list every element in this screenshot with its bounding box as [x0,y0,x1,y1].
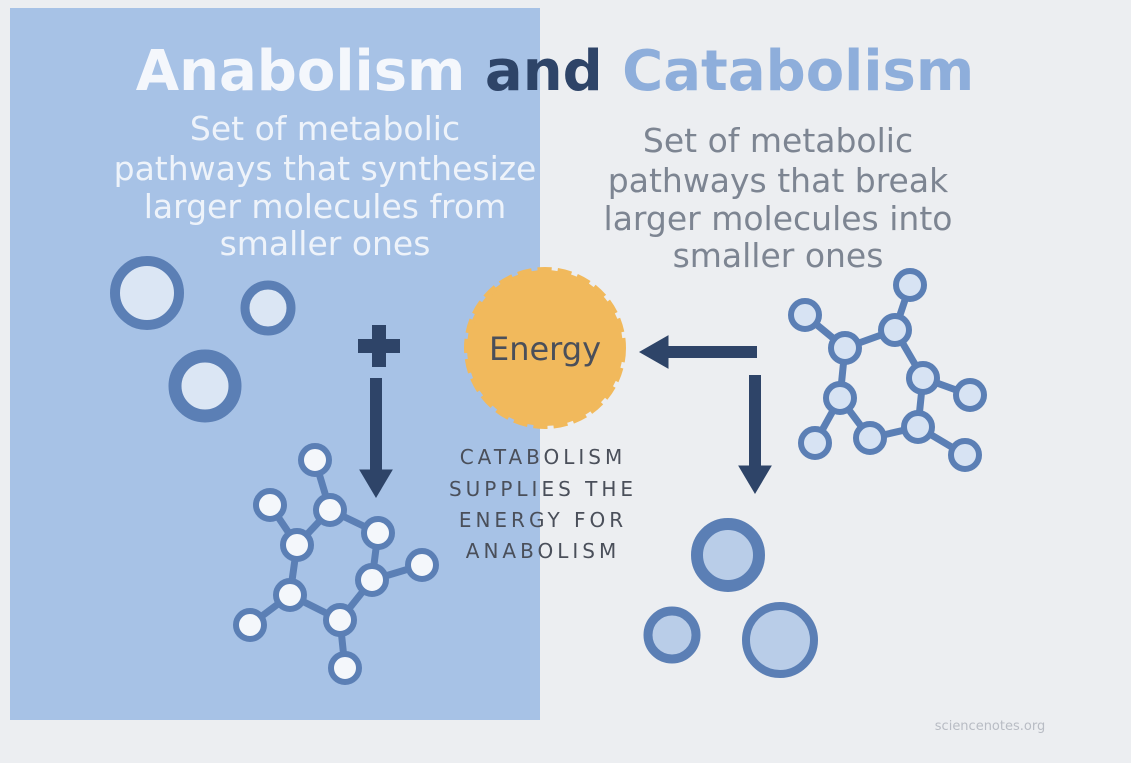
anabolism-desc-line: larger molecules from [144,187,507,226]
note-line: CATABOLISM [460,445,627,469]
title-anabolism: Anabolism [136,39,466,104]
catabolism-desc-line: smaller ones [673,236,884,275]
note-line: ANABOLISM [466,539,620,563]
poster: Anabolism and Catabolism Set of metaboli… [0,0,1131,763]
source: sciencenotes.org [935,719,1045,734]
catabolism-desc-line: Set of metabolic [643,121,913,160]
note-line: ENERGY FOR [459,508,627,532]
anabolism-desc-line: pathways that synthesize [114,149,537,188]
catabolism-desc-line: pathways that break [608,161,949,200]
title: Anabolism and Catabolism [136,39,974,104]
energy-badge: Energy [467,270,623,426]
catabolism-desc-line: larger molecules into [604,199,953,238]
anabolism-desc-line: smaller ones [220,224,431,263]
energy-label: Energy [489,330,601,368]
title-and: and [485,39,603,104]
note-line: SUPPLIES THE [449,477,637,501]
anabolism-desc-line: Set of metabolic [190,109,460,148]
title-catabolism: Catabolism [622,39,974,104]
